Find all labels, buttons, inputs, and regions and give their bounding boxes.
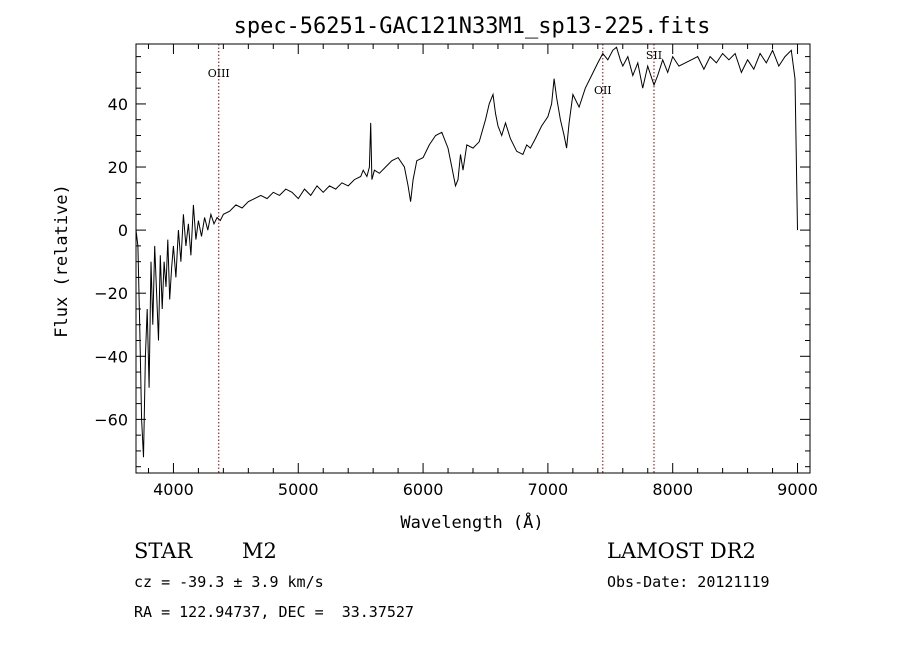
y-tick-label: −60 [94,410,128,429]
x-tick-label: 8000 [652,480,693,499]
x-tick-label: 6000 [403,480,444,499]
y-tick-label: 20 [108,158,128,177]
observation-date: Obs-Date: 20121119 [607,573,770,591]
annotation-label-sii: SII [646,49,662,62]
y-tick-label: 40 [108,95,128,114]
x-tick-label: 9000 [777,480,818,499]
y-tick-label: 0 [118,221,128,240]
x-axis-label: Wavelength (Å) [400,511,543,533]
redshift-velocity: cz = -39.3 ± 3.9 km/s [134,573,324,591]
survey-release: LAMOST DR2 [607,539,756,563]
x-tick-label: 5000 [278,480,319,499]
annotation-label-oiii: OIII [208,67,230,80]
x-tick-label: 7000 [528,480,569,499]
chart-title: spec-56251-GAC121N33M1_sp13-225.fits [234,14,711,39]
y-axis-label: Flux (relative) [52,184,72,338]
spectrum-line [135,46,798,458]
y-tick-label: −40 [94,347,128,366]
annotation-label-oii: OII [594,84,612,97]
object-subclass: M2 [242,539,277,563]
x-tick-label: 4000 [153,480,194,499]
y-tick-label: −20 [94,284,128,303]
sky-coordinates: RA = 122.94737, DEC = 33.37527 [134,603,414,621]
plot-frame [135,43,811,474]
object-class: STAR [134,539,193,563]
